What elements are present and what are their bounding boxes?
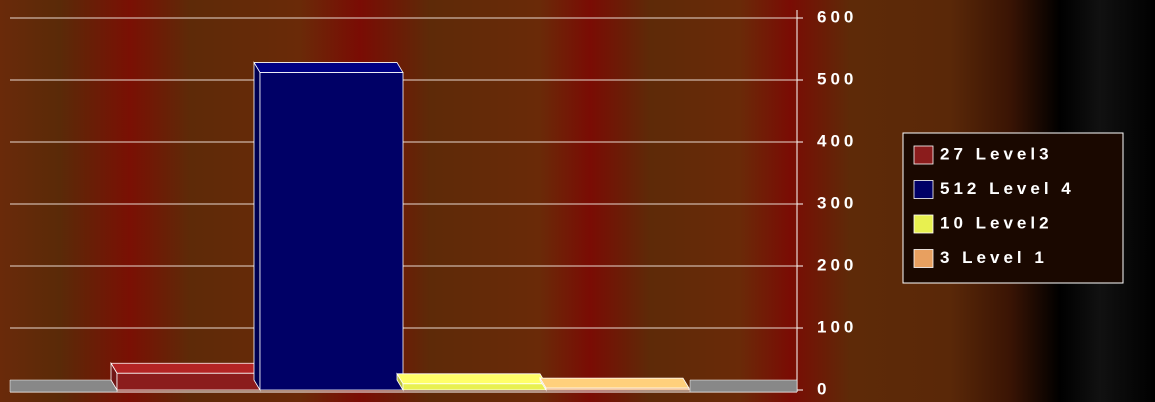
legend-swatch: [913, 214, 934, 234]
legend-label: 27 Level3: [940, 144, 1053, 163]
legend-label: 3 Level 1: [940, 248, 1048, 267]
legend-label: 10 Level2: [940, 213, 1053, 232]
y-tick-label: 600: [817, 7, 857, 26]
y-tick-label: 0: [817, 379, 830, 398]
bar-top: [110, 362, 261, 374]
y-tick-label: 500: [817, 69, 857, 88]
y-tick-label: 300: [817, 193, 857, 212]
bar-top: [396, 373, 547, 385]
bar: [259, 72, 404, 391]
bar: [402, 383, 547, 391]
y-tick-label: 200: [817, 255, 857, 274]
bar-side: [253, 61, 261, 392]
y-tick-label: 400: [817, 131, 857, 150]
bar-top: [253, 62, 404, 73]
legend-swatch: [913, 249, 934, 268]
bar-top: [539, 377, 690, 389]
legend-swatch: [913, 145, 934, 165]
floor: [689, 379, 798, 393]
legend-swatch: [913, 180, 934, 199]
floor: [9, 379, 118, 393]
y-tick-label: 100: [817, 317, 857, 336]
bar: [116, 372, 261, 391]
legend-box: [902, 132, 1124, 284]
legend-label: 512 Level 4: [940, 179, 1075, 198]
bar: [545, 387, 690, 391]
